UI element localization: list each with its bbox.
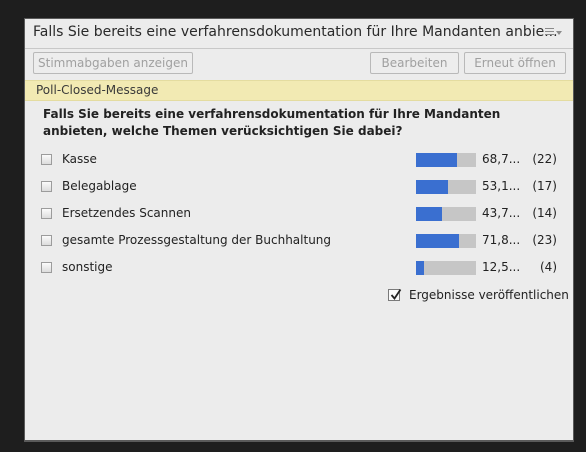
option-percent: 43,7...: [482, 206, 521, 220]
checkbox-checked-icon: [388, 289, 402, 301]
option-vote-count: (14): [532, 206, 557, 220]
title-bar: Falls Sie bereits eine verfahrensdokumen…: [25, 19, 573, 49]
option-label: Belegablage: [62, 179, 137, 193]
option-label: sonstige: [62, 260, 113, 274]
poll-option-row: Kasse 68,7... (22): [25, 150, 573, 170]
poll-closed-message-bar: Poll-Closed-Message: [25, 80, 573, 101]
result-bar: [416, 207, 476, 221]
publish-results-label: Ergebnisse veröffentlichen: [409, 288, 569, 302]
option-vote-count: (4): [540, 260, 557, 274]
result-bar-fill: [416, 207, 443, 221]
toolbar: Stimmabgaben anzeigen Bearbeiten Erneut …: [25, 49, 573, 79]
show-votes-button[interactable]: Stimmabgaben anzeigen: [33, 52, 193, 74]
edit-button[interactable]: Bearbeiten: [370, 52, 459, 74]
result-bar-fill: [416, 153, 458, 167]
result-bar-fill: [416, 261, 424, 275]
option-label: Kasse: [62, 152, 97, 166]
option-vote-count: (23): [532, 233, 557, 247]
result-bar: [416, 261, 476, 275]
poll-closed-message: Poll-Closed-Message: [36, 83, 159, 97]
poll-option-row: sonstige 12,5... (4): [25, 258, 573, 278]
reopen-button[interactable]: Erneut öffnen: [464, 52, 566, 74]
option-vote-count: (17): [532, 179, 557, 193]
result-bar-fill: [416, 180, 448, 194]
poll-option-row: Ersetzendes Scannen 43,7... (14): [25, 204, 573, 224]
poll-panel: Falls Sie bereits eine verfahrensdokumen…: [25, 19, 573, 440]
poll-question: Falls Sie bereits eine verfahrensdokumen…: [43, 107, 501, 138]
option-checkbox[interactable]: [41, 154, 52, 165]
option-checkbox[interactable]: [41, 262, 52, 273]
option-checkbox[interactable]: [41, 181, 52, 192]
option-label: gesamte Prozessgestaltung der Buchhaltun…: [62, 233, 332, 247]
option-vote-count: (22): [532, 152, 557, 166]
window-title: Falls Sie bereits eine verfahrensdokumen…: [33, 24, 558, 40]
option-label: Ersetzendes Scannen: [62, 206, 191, 220]
poll-option-row: Belegablage 53,1... (17): [25, 177, 573, 197]
option-percent: 53,1...: [482, 179, 521, 193]
result-bar: [416, 234, 476, 248]
result-bar: [416, 180, 476, 194]
option-checkbox[interactable]: [41, 208, 52, 219]
option-checkbox[interactable]: [41, 235, 52, 246]
result-bar-fill: [416, 234, 460, 248]
option-percent: 71,8...: [482, 233, 521, 247]
hamburger-menu-icon[interactable]: [545, 26, 562, 40]
option-percent: 68,7...: [482, 152, 521, 166]
poll-option-row: gesamte Prozessgestaltung der Buchhaltun…: [25, 231, 573, 251]
result-bar: [416, 153, 476, 167]
option-percent: 12,5...: [482, 260, 521, 274]
